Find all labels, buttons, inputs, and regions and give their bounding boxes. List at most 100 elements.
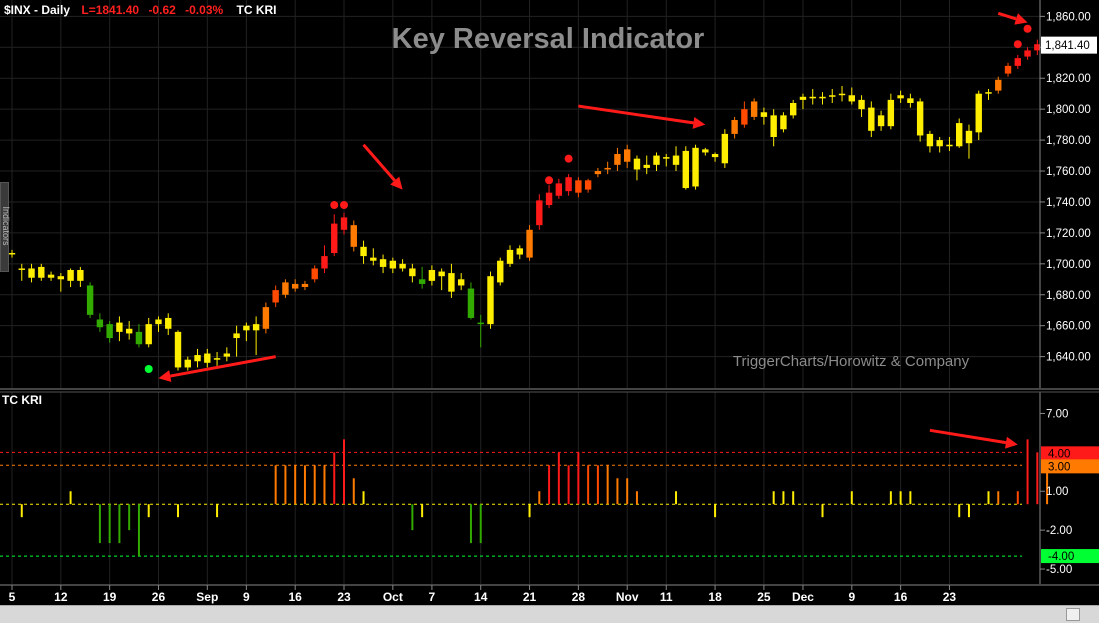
price-candle <box>8 249 16 258</box>
candle-body <box>418 279 426 284</box>
candle-body <box>174 331 182 368</box>
scrollbar-thumb[interactable] <box>1066 608 1080 621</box>
candle-body <box>8 252 16 255</box>
candle-body <box>223 353 231 357</box>
price-candle <box>67 268 74 288</box>
price-candle <box>741 101 748 128</box>
candle-body <box>897 95 904 99</box>
price-candle <box>809 89 816 105</box>
kri-reference-lines <box>0 451 1022 557</box>
price-candle <box>291 279 299 292</box>
price-candle <box>448 263 455 298</box>
candle-body <box>633 158 641 170</box>
horizontal-scrollbar[interactable] <box>0 605 1099 623</box>
candle-body <box>86 285 94 315</box>
time-tick-label: 28 <box>572 590 586 604</box>
candle-body <box>643 164 650 168</box>
price-candle <box>995 76 1002 94</box>
indicators-side-tab[interactable]: Indicators <box>0 182 11 272</box>
candle-body <box>936 140 943 147</box>
candle-body <box>1004 65 1012 74</box>
candle-body <box>360 246 367 257</box>
price-candle <box>135 324 143 348</box>
time-tick-label: Sep <box>196 590 218 604</box>
arrow-head <box>1014 13 1028 25</box>
candle-body <box>907 98 914 103</box>
price-candle <box>379 254 387 274</box>
price-candle <box>321 245 328 274</box>
price-candle <box>985 89 992 100</box>
price-candle <box>272 285 279 308</box>
price-candle <box>233 325 240 357</box>
candle-body <box>399 263 406 269</box>
candle-body <box>682 150 689 189</box>
reversal-signal-dot <box>1023 24 1032 33</box>
candle-body <box>916 101 924 136</box>
kri-reference-label-box <box>1041 459 1099 474</box>
price-candle <box>223 347 231 362</box>
price-tick-label: 1,660.00 <box>1046 321 1091 333</box>
candle-body <box>428 270 436 281</box>
annotation-arrow <box>997 11 1028 25</box>
reversal-signal-dot <box>330 201 339 210</box>
time-tick-label: 16 <box>894 590 908 604</box>
candle-body <box>213 358 221 360</box>
candle-body <box>887 99 895 127</box>
candle-body <box>311 268 318 280</box>
candle-body <box>350 225 357 247</box>
candle-body <box>1024 50 1031 57</box>
price-candle <box>565 174 572 196</box>
candle-body <box>155 319 162 325</box>
candle-body <box>67 270 74 281</box>
candle-body <box>448 273 455 292</box>
price-candle <box>975 90 982 141</box>
price-candle <box>155 316 162 332</box>
kri-tick-label: -5.00 <box>1046 564 1072 576</box>
price-candle <box>731 116 738 139</box>
price-candle <box>604 161 611 175</box>
price-y-axis-ticks: 1,640.00 1,660.00 1,680.00 1,700.00 1,720.00… <box>1040 11 1091 364</box>
arrow-shaft <box>362 143 396 182</box>
price-candle <box>370 248 377 266</box>
candle-body <box>282 282 289 295</box>
price-tick-label: 1,680.00 <box>1046 290 1091 302</box>
price-candle <box>711 152 719 162</box>
candle-body <box>956 123 963 147</box>
price-candle <box>926 130 934 153</box>
price-tick-label: 1,820.00 <box>1046 73 1091 85</box>
candle-body <box>233 333 240 339</box>
kri-tick-label: -2.00 <box>1046 525 1072 537</box>
price-candle <box>956 118 963 148</box>
candle-body <box>379 259 387 267</box>
price-candle <box>301 280 309 291</box>
candle-body <box>995 79 1002 91</box>
candle-body <box>516 248 523 255</box>
price-candle <box>877 110 885 131</box>
candle-body <box>106 324 113 339</box>
annotation-arrows <box>158 11 1028 449</box>
chart-title: Key Reversal Indicator <box>392 23 705 55</box>
price-candle <box>545 184 553 209</box>
candle-body <box>370 257 377 261</box>
time-tick-label: Oct <box>383 590 403 604</box>
annotation-arrow <box>929 428 1018 449</box>
price-candle <box>623 144 631 168</box>
kri-reference-label: 4.00 <box>1048 448 1070 460</box>
price-candle <box>311 265 318 283</box>
candle-body <box>985 92 992 94</box>
price-candle <box>438 268 445 291</box>
last-price-box <box>1041 36 1097 54</box>
reversal-signal-dot <box>545 176 554 185</box>
candle-body <box>1014 58 1021 66</box>
price-tick-label: 1,780.00 <box>1046 135 1091 147</box>
time-tick-label: 19 <box>103 590 117 604</box>
price-candle <box>399 259 406 272</box>
reversal-signal-dots <box>144 24 1032 373</box>
price-candle <box>506 245 514 267</box>
candle-body <box>272 290 279 303</box>
candle-body <box>702 149 709 153</box>
candle-body <box>672 155 680 165</box>
arrow-shaft <box>929 428 1007 445</box>
candle-body <box>457 279 465 286</box>
candle-body <box>526 229 533 258</box>
